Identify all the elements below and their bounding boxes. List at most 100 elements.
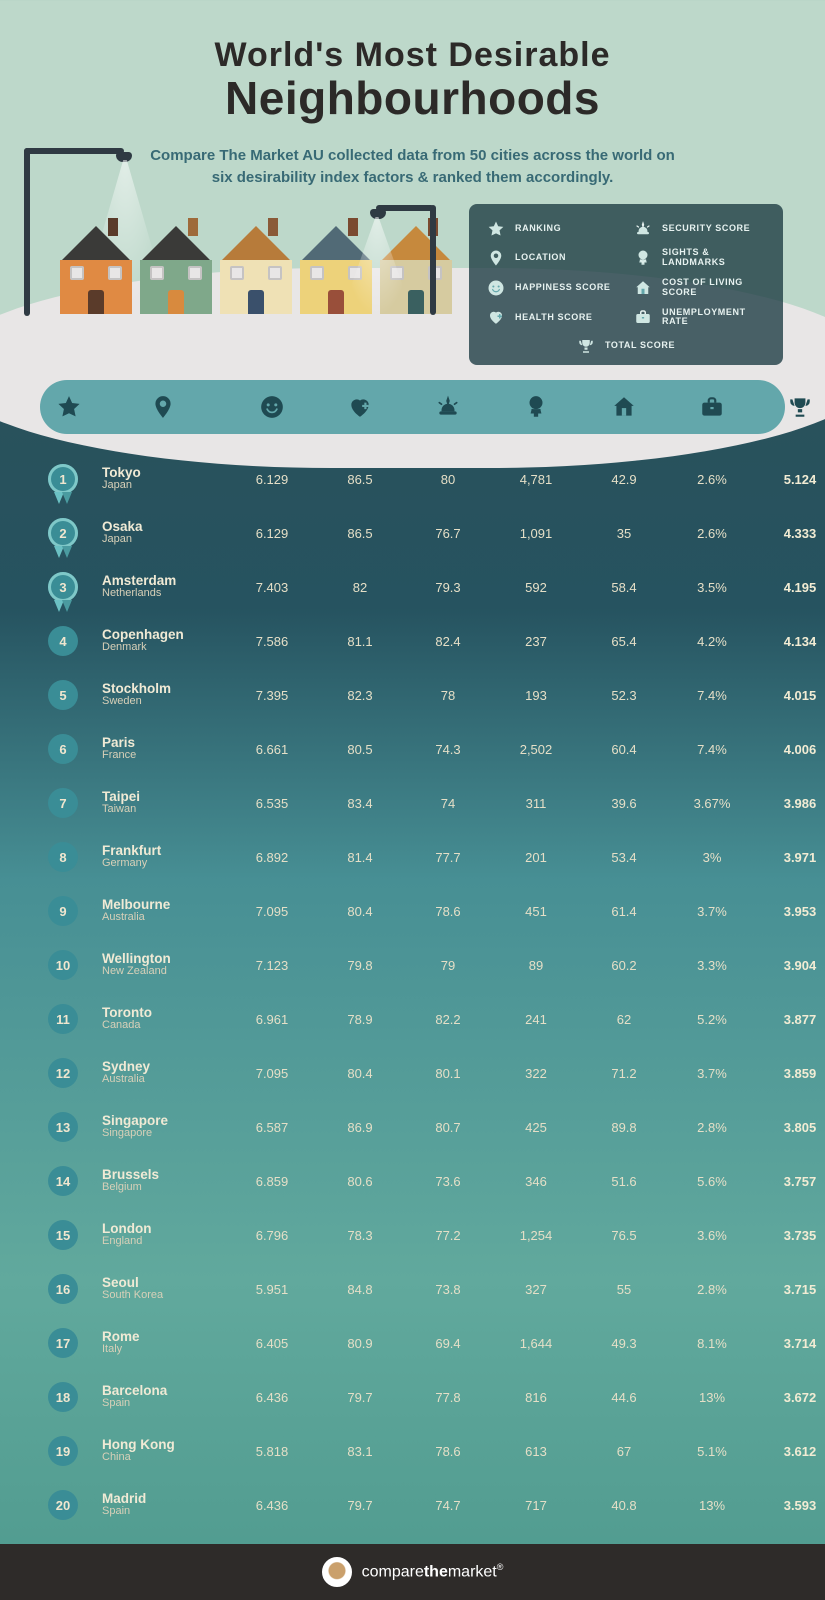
value-cell: 61.4 xyxy=(580,904,668,919)
value-cell: 3% xyxy=(668,850,756,865)
value-cell: 7.095 xyxy=(228,904,316,919)
rank-cell: 3 xyxy=(40,572,98,602)
value-cell: 3.904 xyxy=(756,958,825,973)
country-name: England xyxy=(102,1236,228,1248)
rank-cell: 5 xyxy=(40,680,98,710)
value-cell: 5.6% xyxy=(668,1174,756,1189)
value-cell: 4.195 xyxy=(756,580,825,595)
value-cell: 79.8 xyxy=(316,958,404,973)
legend-label: SIGHTS & LANDMARKS xyxy=(662,248,765,268)
value-cell: 80.4 xyxy=(316,1066,404,1081)
value-cell: 53.4 xyxy=(580,850,668,865)
street-lamp-right xyxy=(430,205,436,315)
value-cell: 8.1% xyxy=(668,1336,756,1351)
value-cell: 1,091 xyxy=(492,526,580,541)
value-cell: 6.661 xyxy=(228,742,316,757)
rank-cell: 8 xyxy=(40,842,98,872)
legend-house: COST OF LIVING SCORE xyxy=(634,278,765,298)
value-cell: 3.7% xyxy=(668,1066,756,1081)
value-cell: 7.395 xyxy=(228,688,316,703)
rank-badge: 20 xyxy=(48,1490,78,1520)
location-cell: Tokyo Japan xyxy=(98,466,228,492)
header-alarm-icon xyxy=(404,394,492,420)
country-name: Singapore xyxy=(102,1128,228,1140)
value-cell: 79.7 xyxy=(316,1498,404,1513)
value-cell: 74.3 xyxy=(404,742,492,757)
legend-label: COST OF LIVING SCORE xyxy=(662,278,765,298)
value-cell: 717 xyxy=(492,1498,580,1513)
value-cell: 60.2 xyxy=(580,958,668,973)
brand-name: comparethemarket® xyxy=(362,1562,504,1581)
country-name: Japan xyxy=(102,480,228,492)
rank-badge: 17 xyxy=(48,1328,78,1358)
legend-briefcase: UNEMPLOYMENT RATE xyxy=(634,308,765,328)
rank-badge: 14 xyxy=(48,1166,78,1196)
rank-badge: 19 xyxy=(48,1436,78,1466)
value-cell: 55 xyxy=(580,1282,668,1297)
table-row: 14 Brussels Belgium 6.85980.673.634651.6… xyxy=(40,1154,785,1208)
table-row: 4 Copenhagen Denmark 7.58681.182.423765.… xyxy=(40,614,785,668)
value-cell: 346 xyxy=(492,1174,580,1189)
country-name: Germany xyxy=(102,858,228,870)
country-name: China xyxy=(102,1452,228,1464)
legend-label: TOTAL SCORE xyxy=(605,341,675,351)
value-cell: 3.877 xyxy=(756,1012,825,1027)
rank-badge: 13 xyxy=(48,1112,78,1142)
rank-cell: 19 xyxy=(40,1436,98,1466)
value-cell: 77.2 xyxy=(404,1228,492,1243)
table-row: 7 Taipei Taiwan 6.53583.47431139.63.67%3… xyxy=(40,776,785,830)
value-cell: 2,502 xyxy=(492,742,580,757)
rank-badge: 9 xyxy=(48,896,78,926)
rank-badge: 18 xyxy=(48,1382,78,1412)
legend-smile: HAPPINESS SCORE xyxy=(487,278,618,298)
table-row: 13 Singapore Singapore 6.58786.980.74258… xyxy=(40,1100,785,1154)
value-cell: 816 xyxy=(492,1390,580,1405)
rank-cell: 4 xyxy=(40,626,98,656)
rank-badge: 7 xyxy=(48,788,78,818)
value-cell: 78.3 xyxy=(316,1228,404,1243)
location-cell: Rome Italy xyxy=(98,1330,228,1356)
header-heart-icon xyxy=(316,394,404,420)
value-cell: 3.715 xyxy=(756,1282,825,1297)
country-name: France xyxy=(102,750,228,762)
legend-label: RANKING xyxy=(515,224,561,234)
location-cell: Osaka Japan xyxy=(98,520,228,546)
rank-badge: 16 xyxy=(48,1274,78,1304)
city-name: Seoul xyxy=(102,1276,228,1290)
rank-cell: 9 xyxy=(40,896,98,926)
value-cell: 44.6 xyxy=(580,1390,668,1405)
rank-badge: 8 xyxy=(48,842,78,872)
value-cell: 82.2 xyxy=(404,1012,492,1027)
value-cell: 79.7 xyxy=(316,1390,404,1405)
rank-cell: 18 xyxy=(40,1382,98,1412)
rank-badge: 1 xyxy=(48,464,78,494)
value-cell: 6.129 xyxy=(228,472,316,487)
value-cell: 79 xyxy=(404,958,492,973)
value-cell: 2.6% xyxy=(668,472,756,487)
brand-logo-icon xyxy=(322,1557,352,1587)
country-name: New Zealand xyxy=(102,966,228,978)
table-row: 1 Tokyo Japan 6.12986.5804,78142.92.6%5.… xyxy=(40,452,785,506)
header-pin-icon xyxy=(98,394,228,420)
value-cell: 2.8% xyxy=(668,1120,756,1135)
table-row: 15 London England 6.79678.377.21,25476.5… xyxy=(40,1208,785,1262)
value-cell: 3.5% xyxy=(668,580,756,595)
rank-cell: 15 xyxy=(40,1220,98,1250)
header-star-icon xyxy=(40,394,98,420)
location-cell: Singapore Singapore xyxy=(98,1114,228,1140)
value-cell: 39.6 xyxy=(580,796,668,811)
legend-pin: LOCATION xyxy=(487,248,618,268)
value-cell: 35 xyxy=(580,526,668,541)
header-briefcase-icon xyxy=(668,394,756,420)
country-name: Spain xyxy=(102,1398,228,1410)
value-cell: 80.7 xyxy=(404,1120,492,1135)
rank-cell: 6 xyxy=(40,734,98,764)
city-name: Copenhagen xyxy=(102,628,228,642)
value-cell: 78.9 xyxy=(316,1012,404,1027)
value-cell: 6.436 xyxy=(228,1498,316,1513)
value-cell: 49.3 xyxy=(580,1336,668,1351)
rank-cell: 7 xyxy=(40,788,98,818)
value-cell: 5.2% xyxy=(668,1012,756,1027)
rank-cell: 16 xyxy=(40,1274,98,1304)
value-cell: 78.6 xyxy=(404,1444,492,1459)
